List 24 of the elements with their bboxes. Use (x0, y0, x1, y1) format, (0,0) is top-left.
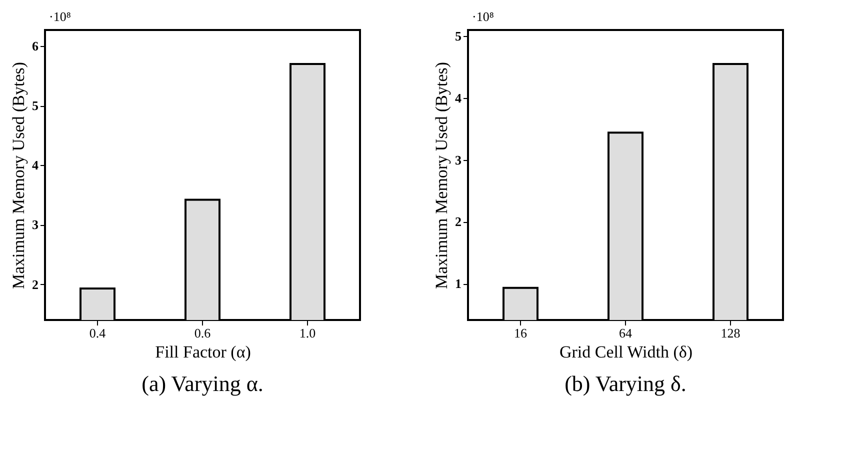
text: ·10⁸ (49, 9, 72, 24)
text: (b) Varying δ. (564, 371, 686, 396)
y-tick-label: 5 (455, 28, 462, 44)
x-axis-title: Grid Cell Width (δ) (559, 342, 693, 362)
y-tick-label: 4 (455, 90, 462, 106)
x-tick-label: 0.4 (89, 326, 106, 340)
x-tick-label: 0.6 (194, 326, 212, 340)
text: (a) Varying α. (142, 371, 264, 396)
y-axis-title: Maximum Memory Used (Bytes) (432, 62, 451, 290)
y-tick-label: 6 (32, 38, 39, 54)
y-tick-label: 3 (455, 152, 462, 168)
y-tick-label: 2 (455, 214, 462, 230)
y-tick-label: 5 (32, 98, 39, 114)
y-axis-title: Maximum Memory Used (Bytes) (9, 62, 28, 290)
y-tick-label: 1 (455, 276, 462, 292)
y-tick-label: 2 (32, 276, 38, 292)
x-tick-label: 128 (720, 326, 740, 340)
text: ·10⁸ (472, 9, 494, 24)
x-axis-title: Fill Factor (α) (155, 342, 251, 362)
x-tick-label: 64 (619, 326, 632, 340)
y-tick-label: 4 (32, 158, 39, 173)
y-tick-label: 3 (32, 217, 39, 232)
x-tick-label: 16 (514, 326, 528, 340)
x-tick-label: 1.0 (299, 326, 316, 340)
